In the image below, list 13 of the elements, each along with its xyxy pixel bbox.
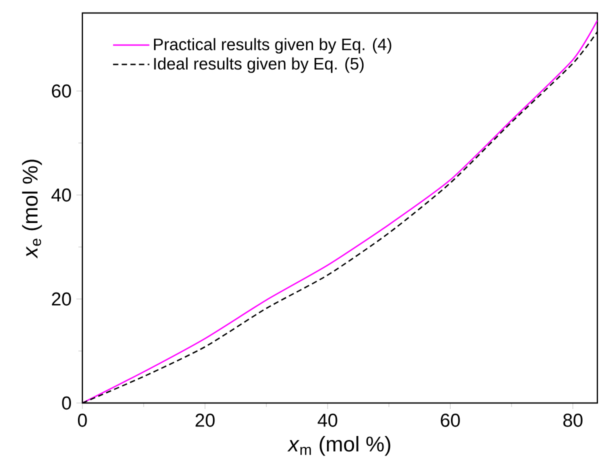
y-axis-title: x$_{e}$ (mol %) [22, 160, 42, 259]
x-tick-label: 80 [563, 414, 582, 427]
x-tick-label: 40 [318, 414, 338, 427]
y-tick-label: 60 [52, 84, 71, 98]
y-tick-label: 20 [52, 292, 71, 306]
x-tick-label: 0 [78, 414, 87, 427]
legend-label: Practical results given by Eq. (4) [154, 38, 392, 54]
x-tick-label: 60 [440, 414, 460, 427]
x-tick-label: 20 [196, 414, 215, 427]
x-axis-title: x$_{m}$ (mol %) [287, 436, 390, 456]
y-tick-label: 40 [51, 188, 71, 202]
legend-label: Ideal results given by Eq. (5) [154, 57, 364, 73]
y-tick-label: 0 [62, 396, 71, 410]
